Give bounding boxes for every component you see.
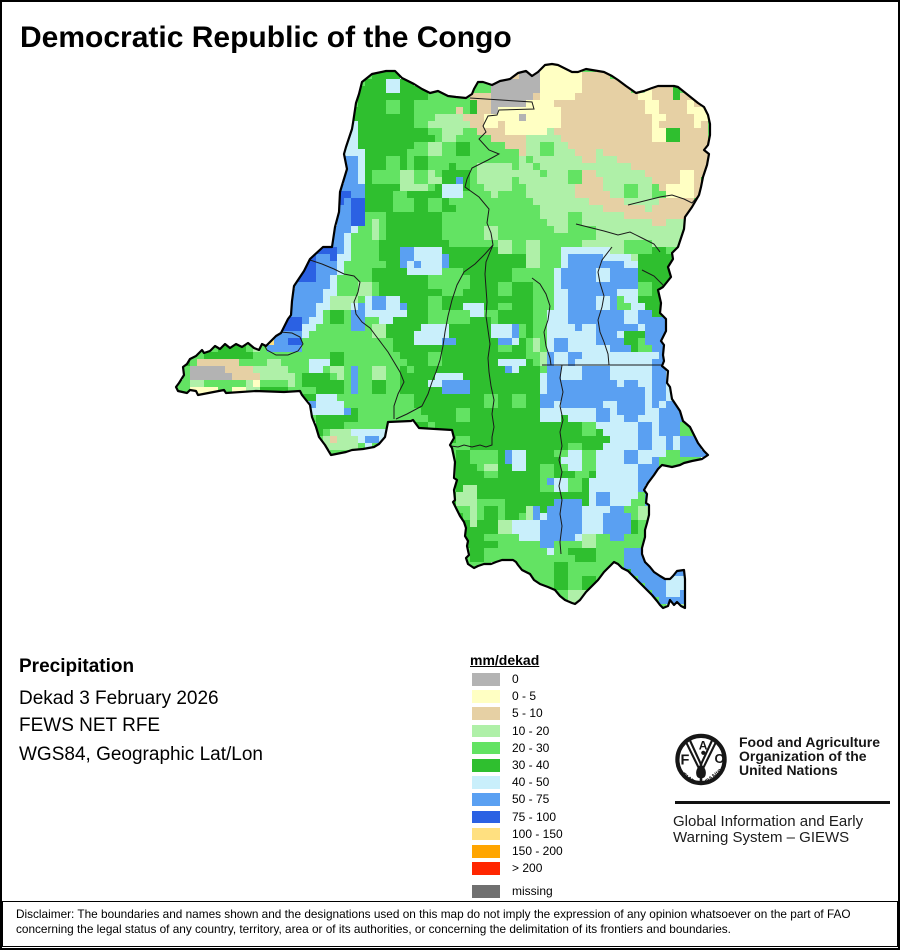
svg-text:F: F (681, 753, 690, 769)
svg-text:A: A (699, 739, 708, 753)
svg-text:O: O (715, 751, 725, 766)
svg-text:PANIS: PANIS (704, 768, 724, 786)
